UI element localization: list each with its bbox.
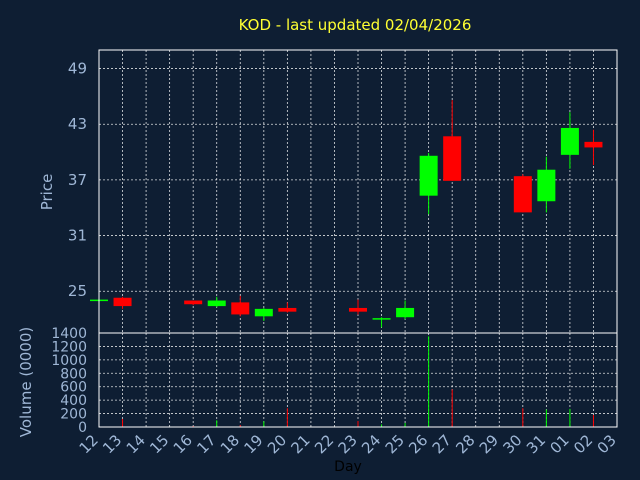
x-tick-label: 02 [570, 431, 596, 457]
candle-body [113, 297, 132, 307]
volume-tick-label: 1400 [51, 326, 87, 342]
x-axis-label: Day [334, 459, 362, 475]
candle-body [560, 127, 579, 155]
x-tick-label: 18 [217, 431, 243, 457]
x-tick-label: 22 [311, 431, 337, 457]
x-tick-label: 27 [429, 431, 455, 457]
candle-body [419, 155, 438, 196]
candle-body [537, 169, 556, 202]
volume-axis-label: Volume (0000) [17, 327, 35, 437]
x-tick-label: 20 [264, 431, 290, 457]
x-tick-label: 21 [288, 431, 314, 457]
x-tick-label: 01 [547, 431, 573, 457]
x-tick-label: 19 [240, 431, 266, 457]
x-tick-label: 03 [594, 431, 620, 457]
volume-tick-label: 200 [60, 407, 87, 423]
x-tick-label: 31 [523, 431, 549, 457]
volume-tick-label: 0 [78, 420, 87, 436]
candle-body [443, 136, 462, 181]
price-tick-label: 25 [68, 282, 87, 300]
candle-body [231, 302, 250, 315]
volume-frame [98, 332, 618, 428]
x-tick-label: 28 [452, 431, 478, 457]
price-axis-label: Price [38, 174, 56, 211]
x-tick-label: 17 [193, 431, 219, 457]
volume-grid [99, 333, 617, 427]
volume-tick-label: 1000 [51, 353, 87, 369]
candle-body [184, 300, 203, 305]
x-tick-label: 29 [476, 431, 502, 457]
candle-body [513, 176, 532, 213]
volume-tick-label: 400 [60, 393, 87, 409]
candle-body [584, 141, 603, 148]
x-tick-label: 25 [382, 431, 408, 457]
candle-body [396, 307, 415, 318]
x-tick-label: 23 [335, 431, 361, 457]
x-tick-label: 15 [146, 431, 172, 457]
x-axis: 1213141516171819202122232425262728293031… [76, 431, 620, 457]
price-candles [90, 100, 603, 328]
candle-body [349, 307, 367, 312]
x-tick-label: 13 [99, 431, 125, 457]
price-tick-label: 43 [68, 115, 87, 133]
x-tick-label: 30 [499, 431, 525, 457]
volume-tick-label: 800 [60, 366, 87, 382]
volume-bars [98, 336, 594, 427]
price-tick-label: 37 [68, 171, 87, 189]
price-tick-label: 49 [68, 60, 87, 78]
x-tick-label: 16 [170, 431, 196, 457]
x-tick-label: 14 [123, 431, 149, 457]
chart-title: KOD - last updated 02/04/2026 [239, 16, 472, 34]
price-axis: 25 31 37 43 49 [68, 60, 87, 301]
candle-body [207, 300, 226, 307]
x-tick-label: 24 [358, 431, 384, 457]
candle-body [254, 308, 273, 317]
candle-body [372, 318, 391, 320]
price-tick-label: 31 [68, 227, 87, 245]
candle-body [278, 307, 297, 312]
x-tick-label: 26 [405, 431, 431, 457]
volume-tick-label: 1200 [51, 339, 87, 355]
volume-tick-label: 600 [60, 380, 87, 396]
